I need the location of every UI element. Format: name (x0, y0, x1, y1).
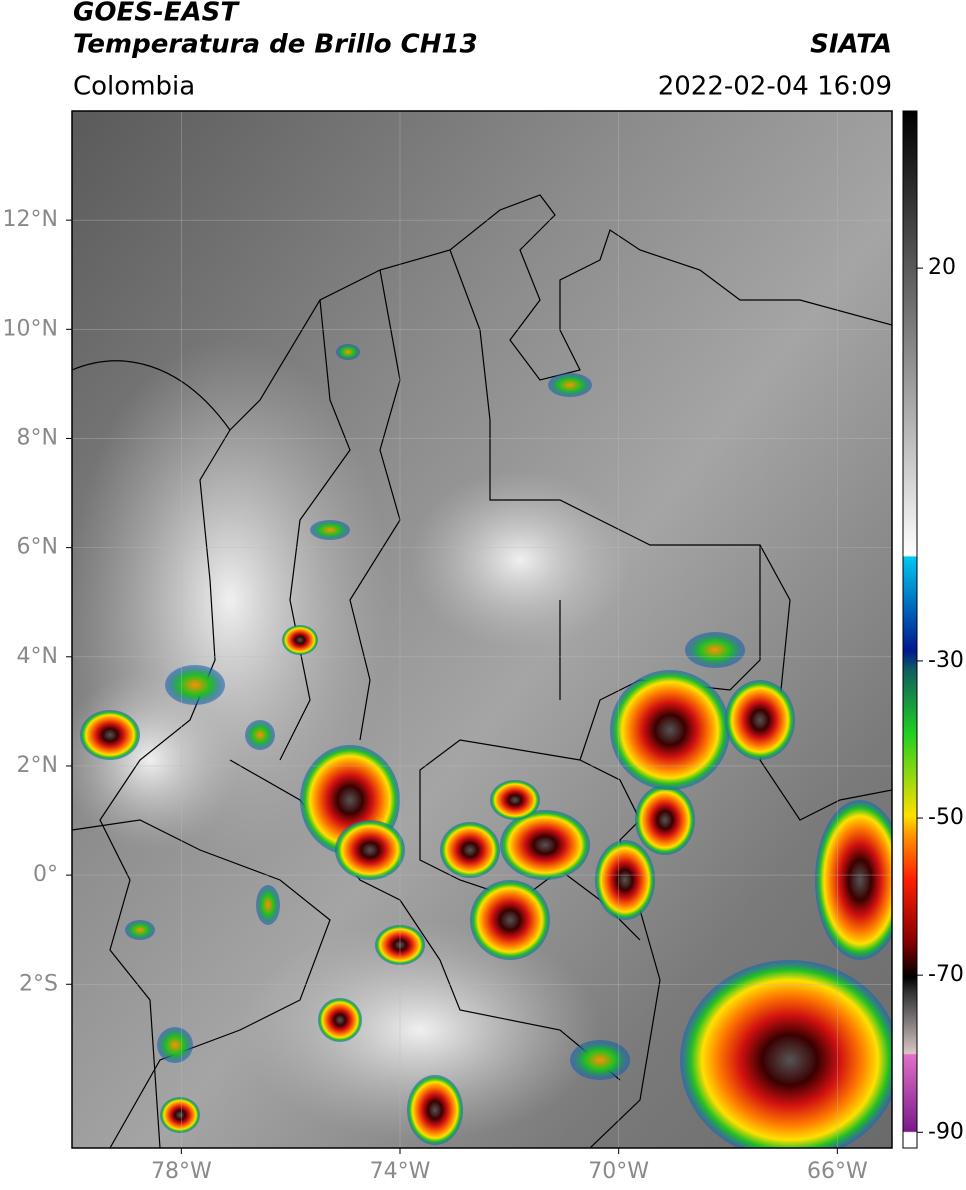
y-tick-label: 6°N (17, 535, 58, 560)
y-tick-label: 2°N (17, 753, 58, 778)
storm-cell (80, 710, 140, 760)
colorbar-tick-label: -30 (928, 648, 964, 673)
x-tick-label: 70°W (588, 1159, 649, 1184)
storm-cell (335, 820, 405, 880)
storm-cell (548, 373, 592, 397)
storm-cell (685, 632, 745, 668)
storm-cell (490, 780, 540, 820)
storm-cell (610, 670, 730, 790)
y-tick-label: 0° (33, 862, 58, 887)
storm-cell (256, 885, 280, 925)
colorbar (902, 110, 918, 1149)
storm-cell (815, 800, 892, 960)
storm-cell (635, 785, 695, 855)
title: GOES-EAST (73, 0, 240, 28)
datetime: 2022-02-04 16:09 (658, 72, 892, 102)
source: SIATA (810, 30, 892, 60)
map-frame (71, 110, 893, 1149)
cloud (240, 920, 600, 1140)
borders (72, 194, 892, 1148)
storm-cell (157, 1027, 193, 1063)
x-tick-label: 74°W (370, 1159, 431, 1184)
storm-cell (160, 1097, 200, 1133)
storm-cell (680, 960, 892, 1148)
storm-cell (570, 1040, 630, 1080)
storm-cell (165, 665, 225, 705)
subtitle: Temperatura de Brillo CH13 (73, 30, 478, 60)
region: Colombia (73, 72, 195, 102)
storm-cell (725, 680, 795, 760)
storm-cell (245, 720, 275, 750)
y-tick-label: 10°N (3, 316, 58, 341)
cloud (410, 470, 630, 650)
storm-cell (125, 920, 155, 940)
storm-cell (595, 840, 655, 920)
storm-cell (282, 625, 318, 655)
colorbar-tick-label: 20 (928, 255, 956, 280)
storm-cell (407, 1075, 463, 1145)
satellite-image (72, 111, 892, 1148)
storm-cell (470, 880, 550, 960)
y-tick-label: 4°N (17, 644, 58, 669)
storm-cell (500, 810, 590, 880)
storm-cell (318, 998, 362, 1042)
colorbar-tick-label: -50 (928, 805, 964, 830)
x-tick-label: 66°W (807, 1159, 868, 1184)
y-tick-label: 2°S (19, 971, 58, 996)
x-tick-label: 78°W (151, 1159, 212, 1184)
colorbar-tick-label: -70 (928, 962, 964, 987)
y-tick-label: 12°N (3, 207, 58, 232)
storm-cells (80, 344, 892, 1148)
graticule (72, 111, 892, 1148)
storm-cell (336, 344, 360, 360)
y-tick-label: 8°N (17, 425, 58, 450)
storm-cell (310, 520, 350, 540)
colorbar-tick-label: -90 (928, 1119, 964, 1144)
storm-cell (440, 822, 500, 878)
